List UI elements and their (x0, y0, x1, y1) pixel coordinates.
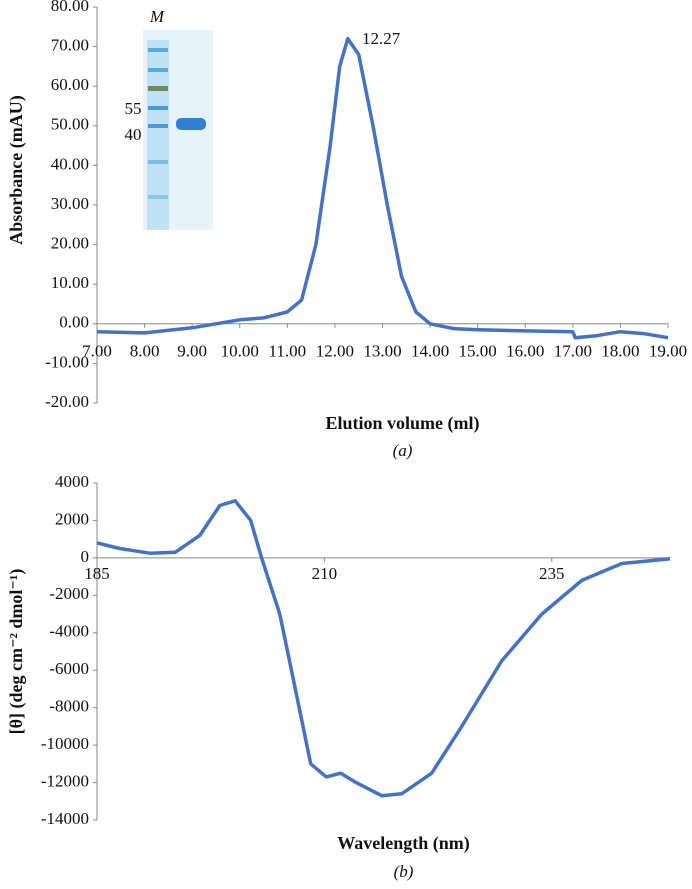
gel-band (148, 68, 168, 72)
x-axis-label: Elution volume (ml) (325, 413, 479, 434)
inset-label: 40 (125, 125, 142, 144)
y-tick-label: 30.00 (51, 194, 89, 213)
y-tick-label: -2000 (49, 584, 89, 603)
protein-band (176, 118, 206, 130)
x-tick-label: 210 (312, 564, 338, 583)
x-tick-label: 235 (539, 564, 565, 583)
y-tick-label: 80.00 (51, 0, 89, 15)
peak-label: 12.27 (362, 29, 401, 48)
x-tick-label: 12.00 (316, 342, 354, 361)
x-tick-label: 16.00 (506, 342, 544, 361)
x-tick-label: 7.00 (82, 342, 112, 361)
y-tick-label: 40.00 (51, 154, 89, 173)
y-tick-label: -14000 (41, 809, 89, 828)
y-axis-label: Absorbance (mAU) (6, 95, 27, 244)
y-tick-label: 10.00 (51, 273, 89, 292)
x-tick-label: 9.00 (177, 342, 207, 361)
y-tick-label: -10.00 (45, 352, 89, 371)
gel-inset (143, 30, 213, 230)
y-tick-label: 70.00 (51, 36, 89, 55)
y-tick-label: 60.00 (51, 75, 89, 94)
x-axis-label: Wavelength (nm) (337, 833, 470, 854)
x-tick-label: 17.00 (554, 342, 592, 361)
x-tick-label: 185 (84, 564, 110, 583)
gel-band (148, 86, 168, 91)
caption: (b) (394, 862, 414, 881)
y-tick-label: -8000 (49, 697, 89, 716)
inset-label: M (149, 7, 165, 26)
x-tick-label: 8.00 (130, 342, 160, 361)
x-tick-label: 19.00 (649, 342, 687, 361)
x-tick-label: 10.00 (221, 342, 259, 361)
caption: (a) (393, 441, 413, 460)
y-tick-label: -6000 (49, 659, 89, 678)
y-axis-label: [θ] (deg cm⁻² dmol⁻¹) (6, 569, 27, 735)
y-tick-label: 2000 (55, 509, 89, 528)
inset-label: 55 (125, 99, 142, 118)
gel-band (148, 160, 168, 164)
x-tick-label: 14.00 (411, 342, 449, 361)
gel-band (148, 124, 168, 128)
x-tick-label: 11.00 (269, 342, 307, 361)
y-tick-label: 0.00 (59, 313, 89, 332)
data-line (96, 499, 671, 798)
y-tick-label: 4000 (55, 472, 89, 491)
y-tick-label: 0 (81, 547, 90, 566)
y-tick-label: 20.00 (51, 234, 89, 253)
y-tick-label: -4000 (49, 622, 89, 641)
gel-band (148, 48, 168, 52)
x-tick-label: 13.00 (363, 342, 401, 361)
gel-band (148, 106, 168, 110)
y-tick-label: 50.00 (51, 115, 89, 134)
data-line (96, 36, 669, 340)
y-tick-label: -12000 (41, 771, 89, 790)
gel-band (148, 195, 168, 199)
x-tick-label: 18.00 (601, 342, 639, 361)
y-tick-label: -20.00 (45, 392, 89, 411)
x-tick-label: 15.00 (459, 342, 497, 361)
y-tick-label: -10000 (41, 734, 89, 753)
